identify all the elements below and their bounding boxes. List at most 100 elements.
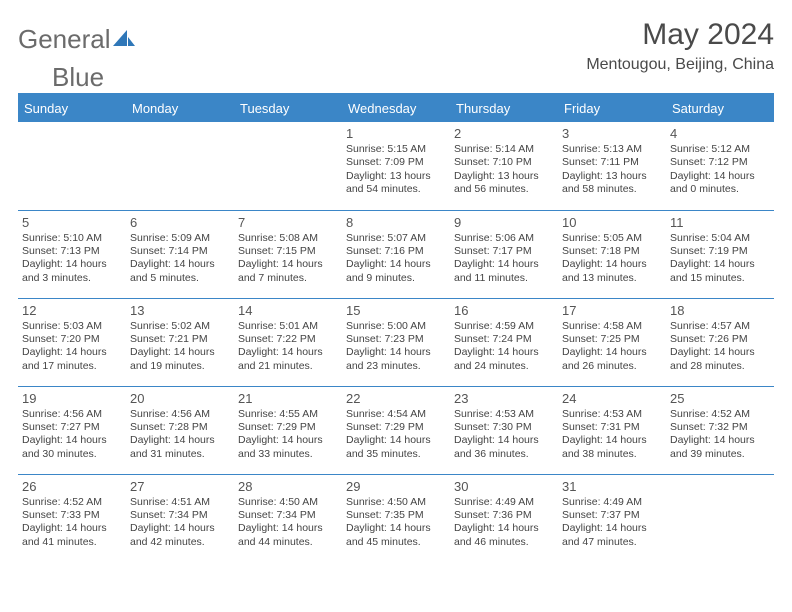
daylight-text: Daylight: 14 hours and 15 minutes. bbox=[670, 258, 770, 285]
calendar-day: 12Sunrise: 5:03 AMSunset: 7:20 PMDayligh… bbox=[18, 298, 126, 386]
day-number: 10 bbox=[562, 215, 662, 230]
day-number: 28 bbox=[238, 479, 338, 494]
calendar-day: 3 Sunrise: 5:13 AMSunset: 7:11 PMDaylight… bbox=[558, 122, 666, 210]
calendar-day: 7Sunrise: 5:08 AMSunset: 7:15 PMDaylight… bbox=[234, 210, 342, 298]
calendar-day: 22Sunrise: 4:54 AMSunset: 7:29 PMDayligh… bbox=[342, 386, 450, 474]
daylight-text: Daylight: 14 hours and 30 minutes. bbox=[22, 434, 122, 461]
sunrise-text: Sunrise: 4:50 AM bbox=[238, 496, 338, 509]
sunrise-text: Sunrise: 5:02 AM bbox=[130, 320, 230, 333]
sunset-text: Sunset: 7:22 PM bbox=[238, 333, 338, 346]
day-header: Tuesday bbox=[234, 94, 342, 122]
day-number: 21 bbox=[238, 391, 338, 406]
calendar-head: SundayMondayTuesdayWednesdayThursdayFrid… bbox=[18, 94, 774, 122]
sunset-text: Sunset: 7:34 PM bbox=[130, 509, 230, 522]
sunset-text: Sunset: 7:37 PM bbox=[562, 509, 662, 522]
daylight-text: Daylight: 13 hours and 54 minutes. bbox=[346, 170, 446, 197]
calendar-day: 18Sunrise: 4:57 AMSunset: 7:26 PMDayligh… bbox=[666, 298, 774, 386]
day-info: Sunrise: 4:54 AMSunset: 7:29 PMDaylight:… bbox=[346, 408, 446, 462]
day-number: 17 bbox=[562, 303, 662, 318]
sunrise-text: Sunrise: 4:53 AM bbox=[454, 408, 554, 421]
sunrise-text: Sunrise: 4:52 AM bbox=[22, 496, 122, 509]
day-header: Sunday bbox=[18, 94, 126, 122]
day-info: Sunrise: 5:07 AMSunset: 7:16 PMDaylight:… bbox=[346, 232, 446, 286]
sunrise-text: Sunrise: 4:52 AM bbox=[670, 408, 770, 421]
day-info: Sunrise: 4:53 AMSunset: 7:30 PMDaylight:… bbox=[454, 408, 554, 462]
sunset-text: Sunset: 7:20 PM bbox=[22, 333, 122, 346]
sunrise-text: Sunrise: 5:07 AM bbox=[346, 232, 446, 245]
sunrise-text: Sunrise: 4:56 AM bbox=[22, 408, 122, 421]
sunrise-text: Sunrise: 4:59 AM bbox=[454, 320, 554, 333]
calendar-day: 20Sunrise: 4:56 AMSunset: 7:28 PMDayligh… bbox=[126, 386, 234, 474]
sunset-text: Sunset: 7:31 PM bbox=[562, 421, 662, 434]
day-info: Sunrise: 4:52 AMSunset: 7:32 PMDaylight:… bbox=[670, 408, 770, 462]
sunset-text: Sunset: 7:34 PM bbox=[238, 509, 338, 522]
daylight-text: Daylight: 14 hours and 36 minutes. bbox=[454, 434, 554, 461]
calendar-day: 11 Sunrise: 5:04 AMSunset: 7:19 PMDayligh… bbox=[666, 210, 774, 298]
calendar-day: 30Sunrise: 4:49 AMSunset: 7:36 PMDayligh… bbox=[450, 474, 558, 562]
sunset-text: Sunset: 7:19 PM bbox=[670, 245, 770, 258]
calendar-day: 21Sunrise: 4:55 AMSunset: 7:29 PMDayligh… bbox=[234, 386, 342, 474]
sunset-text: Sunset: 7:11 PM bbox=[562, 156, 662, 169]
sunrise-text: Sunrise: 5:03 AM bbox=[22, 320, 122, 333]
day-info: Sunrise: 5:15 AMSunset: 7:09 PMDaylight:… bbox=[346, 143, 446, 197]
sunrise-text: Sunrise: 5:04 AM bbox=[670, 232, 770, 245]
sunset-text: Sunset: 7:26 PM bbox=[670, 333, 770, 346]
day-number: 16 bbox=[454, 303, 554, 318]
day-number: 30 bbox=[454, 479, 554, 494]
calendar-day: 29Sunrise: 4:50 AMSunset: 7:35 PMDayligh… bbox=[342, 474, 450, 562]
sunrise-text: Sunrise: 5:12 AM bbox=[670, 143, 770, 156]
day-number: 26 bbox=[22, 479, 122, 494]
sunset-text: Sunset: 7:16 PM bbox=[346, 245, 446, 258]
sunrise-text: Sunrise: 5:08 AM bbox=[238, 232, 338, 245]
calendar-week: 19Sunrise: 4:56 AMSunset: 7:27 PMDayligh… bbox=[18, 386, 774, 474]
daylight-text: Daylight: 14 hours and 11 minutes. bbox=[454, 258, 554, 285]
day-number: 7 bbox=[238, 215, 338, 230]
daylight-text: Daylight: 14 hours and 41 minutes. bbox=[22, 522, 122, 549]
day-number: 29 bbox=[346, 479, 446, 494]
sunset-text: Sunset: 7:35 PM bbox=[346, 509, 446, 522]
day-info: Sunrise: 5:04 AMSunset: 7:19 PMDaylight:… bbox=[670, 232, 770, 286]
day-info: Sunrise: 5:02 AMSunset: 7:21 PMDaylight:… bbox=[130, 320, 230, 374]
daylight-text: Daylight: 14 hours and 5 minutes. bbox=[130, 258, 230, 285]
sunset-text: Sunset: 7:24 PM bbox=[454, 333, 554, 346]
day-info: Sunrise: 4:52 AMSunset: 7:33 PMDaylight:… bbox=[22, 496, 122, 550]
sunrise-text: Sunrise: 4:51 AM bbox=[130, 496, 230, 509]
day-header: Wednesday bbox=[342, 94, 450, 122]
calendar-week: 1Sunrise: 5:15 AMSunset: 7:09 PMDaylight… bbox=[18, 122, 774, 210]
day-info: Sunrise: 4:51 AMSunset: 7:34 PMDaylight:… bbox=[130, 496, 230, 550]
sunrise-text: Sunrise: 5:06 AM bbox=[454, 232, 554, 245]
day-number: 23 bbox=[454, 391, 554, 406]
calendar-empty bbox=[666, 474, 774, 562]
calendar-day: 24Sunrise: 4:53 AMSunset: 7:31 PMDayligh… bbox=[558, 386, 666, 474]
day-number: 11 bbox=[670, 215, 770, 230]
calendar-day: 17Sunrise: 4:58 AMSunset: 7:25 PMDayligh… bbox=[558, 298, 666, 386]
day-info: Sunrise: 5:05 AMSunset: 7:18 PMDaylight:… bbox=[562, 232, 662, 286]
sunrise-text: Sunrise: 4:49 AM bbox=[562, 496, 662, 509]
day-number: 3 bbox=[562, 126, 662, 141]
sunset-text: Sunset: 7:09 PM bbox=[346, 156, 446, 169]
day-info: Sunrise: 4:56 AMSunset: 7:27 PMDaylight:… bbox=[22, 408, 122, 462]
page-subtitle: Mentougou, Beijing, China bbox=[586, 56, 774, 74]
sunset-text: Sunset: 7:29 PM bbox=[238, 421, 338, 434]
sunset-text: Sunset: 7:27 PM bbox=[22, 421, 122, 434]
daylight-text: Daylight: 14 hours and 7 minutes. bbox=[238, 258, 338, 285]
day-number: 14 bbox=[238, 303, 338, 318]
daylight-text: Daylight: 14 hours and 23 minutes. bbox=[346, 346, 446, 373]
daylight-text: Daylight: 14 hours and 0 minutes. bbox=[670, 170, 770, 197]
sunset-text: Sunset: 7:18 PM bbox=[562, 245, 662, 258]
sunrise-text: Sunrise: 4:56 AM bbox=[130, 408, 230, 421]
sunset-text: Sunset: 7:32 PM bbox=[670, 421, 770, 434]
day-number: 9 bbox=[454, 215, 554, 230]
day-number: 18 bbox=[670, 303, 770, 318]
calendar-day: 13Sunrise: 5:02 AMSunset: 7:21 PMDayligh… bbox=[126, 298, 234, 386]
sunrise-text: Sunrise: 5:15 AM bbox=[346, 143, 446, 156]
sunrise-text: Sunrise: 4:58 AM bbox=[562, 320, 662, 333]
daylight-text: Daylight: 14 hours and 47 minutes. bbox=[562, 522, 662, 549]
calendar-body: 1Sunrise: 5:15 AMSunset: 7:09 PMDaylight… bbox=[18, 122, 774, 562]
brand-sail-icon bbox=[113, 28, 135, 48]
calendar-day: 23 Sunrise: 4:53 AMSunset: 7:30 PMDayligh… bbox=[450, 386, 558, 474]
sunset-text: Sunset: 7:21 PM bbox=[130, 333, 230, 346]
day-info: Sunrise: 5:13 AMSunset: 7:11 PMDaylight:… bbox=[562, 143, 662, 197]
day-number: 8 bbox=[346, 215, 446, 230]
day-header: Friday bbox=[558, 94, 666, 122]
